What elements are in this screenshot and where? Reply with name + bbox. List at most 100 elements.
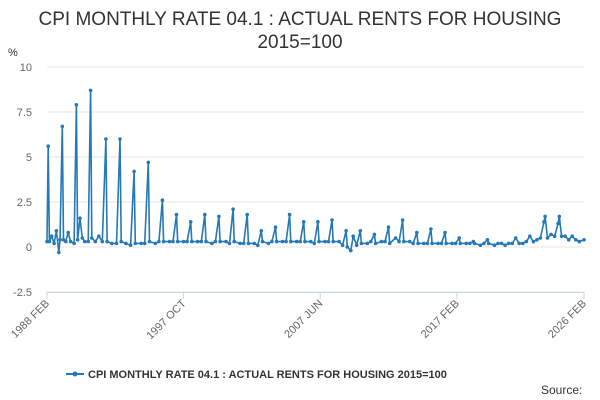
- data-point: [443, 230, 447, 235]
- data-point: [273, 225, 278, 229]
- data-point: [252, 241, 257, 246]
- data-point: [496, 241, 500, 246]
- data-point: [574, 238, 578, 242]
- legend-label: CPI MONTHLY RATE 04.1 : ACTUAL RENTS FOR…: [88, 369, 447, 381]
- y-tick-label: 10: [20, 62, 32, 74]
- data-point: [386, 225, 391, 229]
- data-point: [397, 239, 401, 244]
- data-point: [72, 241, 76, 246]
- data-point: [232, 239, 236, 244]
- data-point: [227, 241, 232, 246]
- data-point: [535, 238, 539, 242]
- x-tick-label: 2017 FEB: [419, 298, 462, 341]
- data-point: [425, 241, 430, 246]
- data-point: [75, 238, 80, 242]
- data-point: [422, 241, 426, 246]
- data-point: [309, 239, 313, 244]
- data-point: [224, 239, 228, 244]
- data-point: [174, 212, 179, 217]
- data-point: [160, 198, 165, 202]
- data-point: [88, 88, 93, 93]
- data-point: [110, 241, 114, 246]
- data-point: [289, 239, 293, 244]
- data-point: [559, 234, 564, 238]
- data-point: [365, 241, 370, 246]
- data-point: [97, 234, 101, 238]
- data-point: [90, 236, 94, 240]
- data-point: [157, 239, 161, 244]
- data-point: [345, 245, 350, 249]
- y-axis-label: %: [8, 47, 18, 59]
- data-point: [58, 238, 62, 242]
- data-point: [344, 229, 348, 233]
- data-point: [549, 232, 553, 237]
- data-point: [528, 234, 532, 238]
- data-point: [274, 239, 279, 244]
- data-point: [210, 241, 214, 246]
- data-point: [372, 232, 377, 237]
- data-point: [93, 239, 98, 244]
- data-point: [86, 239, 90, 244]
- data-point: [577, 239, 582, 244]
- x-tick-label: 2007 JUN: [282, 298, 325, 341]
- data-point: [340, 243, 345, 247]
- y-tick-label: 5: [26, 152, 32, 164]
- legend[interactable]: CPI MONTHLY RATE 04.1 : ACTUAL RENTS FOR…: [66, 369, 447, 381]
- data-point: [119, 239, 123, 244]
- data-point: [436, 241, 440, 246]
- data-point: [218, 239, 222, 244]
- data-point: [167, 239, 172, 244]
- data-point: [506, 241, 511, 246]
- data-point: [543, 214, 547, 219]
- data-point: [323, 239, 327, 244]
- data-point: [557, 214, 562, 219]
- data-point: [317, 239, 321, 244]
- y-tick-label: -2.5: [13, 287, 32, 299]
- data-point: [284, 239, 288, 244]
- data-point: [503, 243, 507, 247]
- data-point: [464, 241, 469, 246]
- data-point: [132, 169, 136, 174]
- data-point: [47, 239, 52, 244]
- series-layer: [45, 88, 586, 255]
- data-point: [231, 207, 235, 211]
- data-point: [407, 239, 412, 244]
- data-point: [49, 234, 54, 238]
- data-point: [171, 239, 175, 244]
- data-point: [492, 243, 497, 247]
- data-point: [217, 214, 221, 219]
- data-point: [303, 239, 307, 244]
- data-point: [245, 212, 249, 217]
- data-point: [246, 241, 251, 246]
- gridlines: [47, 66, 584, 293]
- legend-marker-swatch: [72, 371, 78, 377]
- data-point: [563, 234, 567, 238]
- data-point: [270, 239, 274, 244]
- data-point: [175, 239, 180, 244]
- data-point: [66, 230, 70, 235]
- data-point: [316, 220, 320, 224]
- data-point: [147, 239, 152, 244]
- data-point: [188, 220, 193, 224]
- data-point: [331, 239, 336, 244]
- data-point: [411, 241, 416, 246]
- x-tick-label: 2026 FEB: [546, 298, 589, 341]
- data-point: [54, 229, 59, 233]
- data-point: [369, 239, 373, 244]
- data-point: [468, 241, 472, 246]
- data-point: [453, 241, 458, 246]
- data-point: [124, 241, 128, 246]
- data-point: [181, 239, 186, 244]
- data-point: [486, 241, 491, 246]
- data-point: [142, 241, 147, 246]
- data-point: [46, 144, 50, 148]
- series-line: [46, 89, 585, 254]
- data-point: [556, 221, 560, 226]
- data-point: [457, 236, 462, 240]
- data-point: [415, 230, 419, 235]
- data-point: [312, 241, 317, 246]
- data-point: [430, 241, 434, 246]
- data-point: [52, 241, 56, 246]
- data-point: [326, 239, 331, 244]
